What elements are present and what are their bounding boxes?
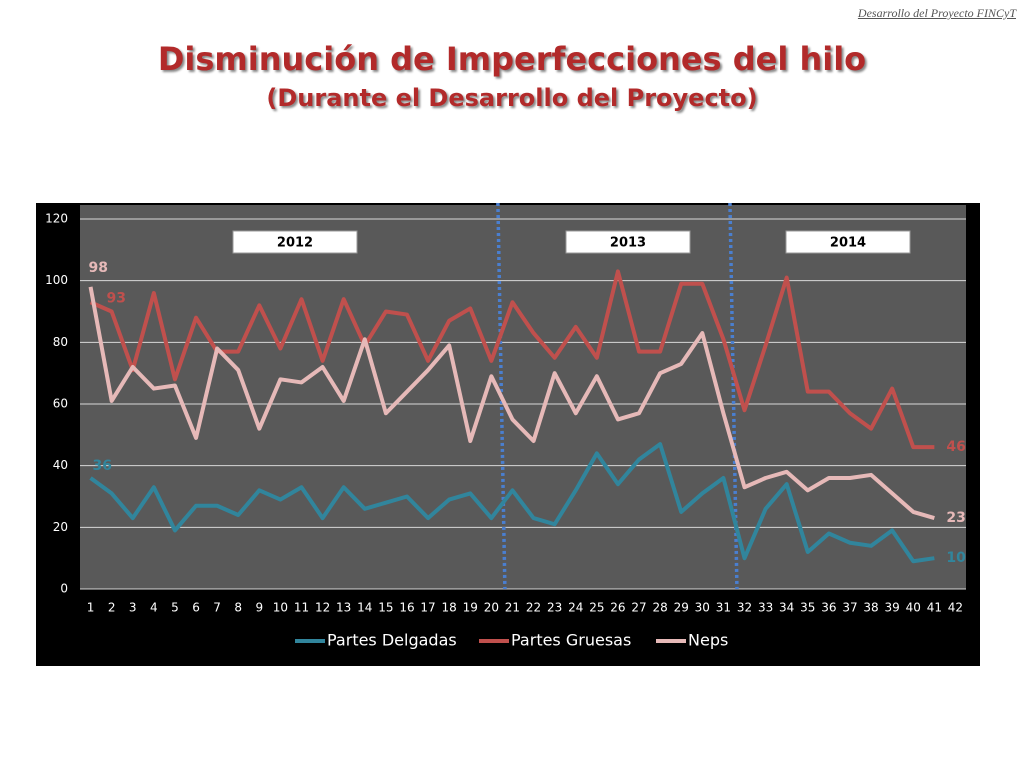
x-tick-label: 31 [716,601,731,615]
x-tick-label: 7 [213,601,221,615]
x-tick-label: 10 [273,601,288,615]
legend-label: Neps [688,631,728,650]
y-tick-label: 20 [53,520,68,534]
x-tick-label: 26 [610,601,625,615]
x-tick-label: 6 [192,601,200,615]
x-tick-label: 40 [906,601,921,615]
chart-title: Disminución de Imperfecciones del hilo [157,40,867,78]
year-label: 2013 [610,236,646,251]
data-label: 98 [89,260,108,276]
x-tick-label: 23 [547,601,562,615]
x-tick-label: 13 [336,601,351,615]
data-label: 93 [107,290,126,306]
x-tick-label: 19 [463,601,478,615]
x-tick-label: 15 [378,601,393,615]
year-box [232,230,358,254]
year-label: 2014 [830,236,866,251]
x-tick-label: 42 [948,601,963,615]
x-tick-label: 22 [526,601,541,615]
x-tick-label: 36 [821,601,836,615]
x-tick-label: 16 [399,601,414,615]
x-tick-label: 2 [108,601,116,615]
x-tick-label: 8 [234,601,242,615]
header: Desarrollo del Proyecto FINCyT [857,6,1016,20]
data-label: 46 [946,439,965,455]
x-tick-label: 39 [885,601,900,615]
y-tick-label: 60 [53,397,68,411]
x-tick-label: 38 [863,601,878,615]
data-label: 36 [93,458,112,474]
x-tick-label: 37 [842,601,857,615]
x-tick-label: 24 [568,601,583,615]
series-line [89,442,935,564]
x-tick-label: 1 [87,601,95,615]
x-tick-label: 41 [927,601,942,615]
x-tick-label: 9 [255,601,263,615]
x-tick-label: 18 [442,601,457,615]
series-line [88,286,935,521]
x-tick-label: 35 [800,601,815,615]
x-tick-label: 28 [652,601,667,615]
x-tick-label: 25 [589,601,604,615]
x-tick-label: 34 [779,601,794,615]
y-tick-label: 100 [45,273,68,287]
year-label: 2012 [277,236,313,251]
x-tick-label: 3 [129,601,137,615]
legend-label: Partes Gruesas [511,631,631,650]
x-tick-label: 29 [674,601,689,615]
x-tick-label: 21 [505,601,520,615]
chart-subtitle: (Durante el Desarrollo del Proyecto) [266,84,758,112]
x-tick-label: 17 [420,601,435,615]
year-box [785,230,911,254]
divider [728,202,739,590]
y-tick-label: 40 [53,458,68,472]
x-tick-label: 33 [758,601,773,615]
plot-area [80,205,966,589]
x-tick-label: 32 [737,601,752,615]
x-tick-label: 5 [171,601,179,615]
x-tick-label: 4 [150,601,158,615]
y-tick-label: 80 [53,335,68,349]
year-box [565,230,691,254]
legend-label: Partes Delgadas [327,631,457,650]
x-tick-label: 20 [484,601,499,615]
data-label: 10 [946,550,966,566]
x-tick-label: 11 [294,601,309,615]
x-tick-label: 27 [631,601,646,615]
y-tick-label: 120 [45,212,68,226]
series-line [89,269,935,450]
data-label: 23 [946,510,965,526]
y-tick-label: 0 [60,582,68,596]
x-tick-label: 12 [315,601,330,615]
x-tick-label: 30 [695,601,710,615]
x-tick-label: 14 [357,601,372,615]
